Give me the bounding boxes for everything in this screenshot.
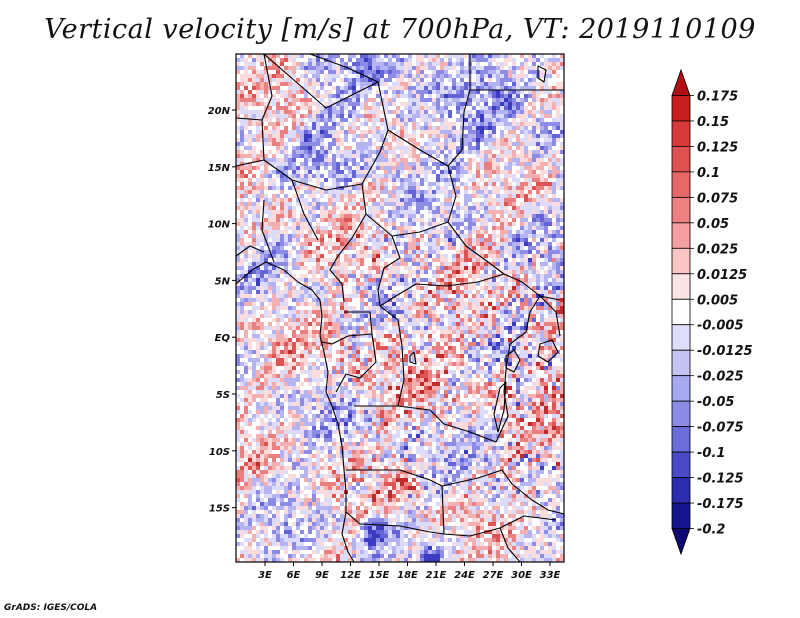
border [379,305,405,407]
border [236,117,263,121]
colorbar-bin [671,120,691,147]
colorbar-label: 0.125 [697,140,738,155]
border [377,235,505,307]
border [346,469,445,535]
lake [493,381,507,433]
colorbar-bin [671,426,691,453]
border [261,54,389,191]
colorbar-bin [671,95,691,122]
colorbar-label: -0.175 [697,497,744,512]
colorbar-label: 0.1 [697,166,720,181]
lon-label: 30E [511,570,532,581]
longitude-labels: 3E 6E 9E 12E 15E 18E 21E 24E 27E 30E 33E [258,570,560,581]
colorbar-label: 0.025 [697,242,738,257]
lake [409,351,417,365]
colorbar-bin [671,375,691,402]
colorbar-label: -0.0125 [697,344,753,359]
colorbar-bin [671,273,691,300]
border [441,469,513,487]
lon-label: 9E [315,570,329,581]
colorbar-bin [671,324,691,351]
lat-label: 5S [216,390,230,401]
border [263,54,379,109]
country-borders [236,54,564,562]
lake [505,349,521,373]
lat-label: 15N [208,163,231,174]
colorbar-label: 0.005 [697,293,738,308]
lat-label: 10N [208,220,231,231]
colorbar-label: 0.175 [697,89,738,104]
lat-label: 20N [208,106,231,117]
lake [537,65,547,83]
border [539,295,561,337]
axis-ticks [232,109,551,566]
lon-label: 6E [287,570,301,581]
border [499,527,521,562]
colorbar-bin [671,68,691,96]
colorbar-label: -0.075 [697,421,744,436]
colorbar-bin [671,171,691,198]
colorbar-label: 0.0125 [697,268,747,283]
colorbar-label: -0.05 [697,395,734,410]
coastline [236,261,355,562]
colorbar-bin [671,146,691,173]
border [236,159,265,167]
colorbar-label: 0.15 [697,115,729,130]
lat-label: EQ [215,333,231,344]
colorbar-bin [671,247,691,275]
colorbar-bin [671,298,691,326]
colorbar-bin [671,222,691,249]
colorbar-label: -0.1 [697,446,725,461]
colorbar-label: -0.005 [697,319,744,334]
border [354,405,497,443]
colorbar-label: -0.025 [697,370,744,385]
lat-label: 15S [209,504,230,515]
map-frame [235,53,565,563]
lon-label: 33E [540,570,561,581]
colorbar-bin [671,502,691,529]
grads-credit: GrADS: IGES/COLA [4,603,98,613]
colorbar-label: 0.05 [697,217,729,232]
lat-label: 5N [215,276,231,287]
colorbar: 0.175 0.15 0.125 0.1 0.075 0.05 0.025 0.0125 0.0… [671,68,753,556]
colorbar-bin [671,451,691,478]
border [236,245,265,257]
lon-label: 21E [426,570,447,581]
lon-label: 12E [340,570,361,581]
lat-label: 10S [209,447,230,458]
lon-label: 24E [454,570,475,581]
colorbar-bin [671,477,691,504]
border [335,333,377,393]
colorbar-label: -0.2 [697,523,725,538]
lake [537,339,559,363]
border [261,199,275,263]
lon-label: 18E [397,570,418,581]
lon-label: 3E [258,570,272,581]
border [291,179,319,241]
border [495,295,541,443]
colorbar-bin [671,528,691,556]
colorbar-bin [671,196,691,224]
colorbar-label: -0.125 [697,472,744,487]
border [365,165,457,237]
border [321,311,373,345]
colorbar-bin [671,349,691,377]
border [511,483,564,515]
chart-title: Vertical velocity [m/s] at 700hPa, VT: 2… [44,14,756,45]
colorbar-label: 0.075 [697,191,738,206]
lon-label: 27E [483,570,504,581]
lon-label: 15E [369,570,390,581]
latitude-labels: 20N 15N 10N 5N EQ 5S 10S 15S [208,106,231,515]
border [345,511,557,537]
colorbar-bin [671,400,691,428]
